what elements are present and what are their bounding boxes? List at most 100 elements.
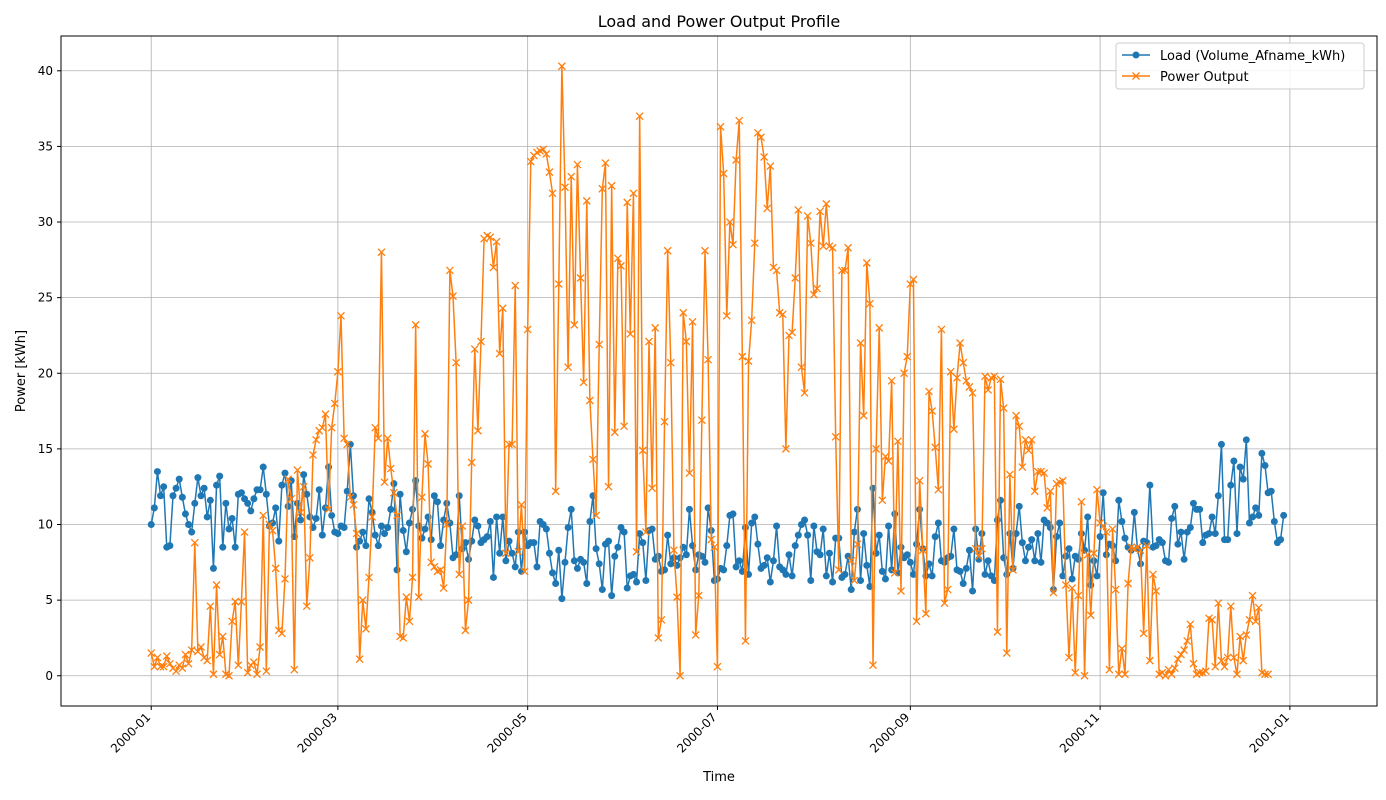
data-point bbox=[667, 560, 675, 568]
data-point bbox=[256, 643, 265, 651]
data-point bbox=[178, 493, 186, 501]
data-point bbox=[377, 522, 385, 530]
data-point bbox=[719, 169, 728, 178]
data-point bbox=[539, 145, 548, 154]
data-point bbox=[1171, 502, 1179, 510]
data-point bbox=[611, 552, 619, 560]
data-point bbox=[903, 551, 911, 559]
data-point bbox=[720, 566, 728, 574]
data-point bbox=[361, 624, 370, 633]
data-point bbox=[1195, 668, 1204, 677]
data-point bbox=[1233, 530, 1241, 538]
legend-item: Load (Volume_Afname_kWh) bbox=[1122, 49, 1345, 64]
data-point bbox=[511, 563, 519, 571]
data-point bbox=[682, 337, 691, 346]
data-point bbox=[408, 573, 417, 582]
data-point bbox=[187, 646, 196, 655]
data-point bbox=[424, 460, 433, 468]
data-point bbox=[1146, 481, 1154, 489]
data-point bbox=[856, 339, 865, 347]
data-point bbox=[869, 661, 877, 670]
data-point bbox=[567, 172, 576, 181]
data-point bbox=[781, 444, 790, 453]
data-point bbox=[1068, 575, 1076, 583]
data-point bbox=[150, 504, 158, 512]
data-point bbox=[841, 570, 849, 578]
data-point bbox=[984, 385, 993, 394]
data-point bbox=[1114, 670, 1123, 679]
data-point bbox=[284, 475, 293, 484]
data-point bbox=[262, 490, 270, 498]
y-tick-label: 0 bbox=[45, 669, 53, 683]
data-point bbox=[421, 525, 429, 533]
data-point bbox=[371, 423, 380, 432]
data-point bbox=[1251, 617, 1260, 626]
data-point bbox=[464, 596, 473, 605]
data-point bbox=[324, 505, 333, 514]
data-point bbox=[387, 505, 395, 513]
legend-item: Power Output bbox=[1122, 70, 1249, 85]
data-point bbox=[200, 484, 208, 492]
data-point bbox=[701, 246, 709, 255]
data-point bbox=[853, 540, 862, 549]
data-point bbox=[442, 520, 451, 529]
data-point bbox=[493, 513, 501, 521]
data-point bbox=[374, 434, 383, 443]
data-point bbox=[542, 150, 551, 158]
data-point bbox=[570, 320, 579, 329]
data-point bbox=[666, 358, 675, 367]
data-point bbox=[1168, 514, 1176, 522]
data-point bbox=[1226, 602, 1235, 611]
data-point bbox=[259, 463, 267, 471]
data-point bbox=[287, 494, 296, 503]
legend-marker bbox=[1132, 51, 1140, 59]
data-point bbox=[508, 549, 516, 557]
data-point bbox=[990, 372, 999, 381]
data-point bbox=[685, 469, 694, 478]
data-point bbox=[486, 233, 495, 242]
data-point bbox=[160, 483, 168, 491]
data-point bbox=[548, 189, 557, 198]
data-point bbox=[193, 647, 202, 656]
data-point bbox=[380, 478, 389, 487]
data-point bbox=[620, 528, 628, 536]
data-point bbox=[1087, 581, 1095, 589]
data-point bbox=[1093, 572, 1101, 580]
data-point bbox=[807, 576, 815, 584]
data-point bbox=[555, 546, 563, 554]
data-point bbox=[496, 549, 504, 557]
data-point bbox=[1258, 449, 1266, 457]
data-point bbox=[915, 476, 924, 485]
data-point bbox=[1170, 664, 1179, 673]
data-point bbox=[1217, 656, 1226, 665]
data-point bbox=[222, 499, 230, 507]
y-tick-label: 25 bbox=[38, 291, 53, 305]
data-point bbox=[343, 487, 351, 495]
data-point bbox=[897, 587, 905, 596]
data-point bbox=[520, 567, 529, 576]
data-point bbox=[203, 513, 211, 521]
data-point bbox=[445, 266, 454, 275]
data-point bbox=[859, 411, 868, 420]
y-tick-label: 40 bbox=[38, 64, 53, 78]
data-point bbox=[1037, 558, 1045, 566]
data-point bbox=[446, 519, 454, 527]
data-point bbox=[514, 547, 523, 556]
data-point bbox=[959, 579, 967, 587]
legend-box bbox=[1115, 42, 1365, 90]
data-point bbox=[1214, 599, 1223, 608]
data-point bbox=[654, 552, 662, 560]
data-point bbox=[648, 525, 656, 533]
data-point bbox=[1245, 615, 1254, 624]
data-point bbox=[218, 632, 227, 641]
data-point bbox=[822, 572, 830, 580]
data-point bbox=[791, 274, 800, 282]
data-point bbox=[1248, 591, 1257, 600]
data-point bbox=[701, 558, 709, 566]
data-point bbox=[704, 355, 713, 364]
data-point bbox=[561, 183, 569, 192]
data-point bbox=[997, 496, 1005, 504]
data-point bbox=[259, 511, 268, 520]
data-point bbox=[1224, 536, 1232, 544]
data-point bbox=[1180, 555, 1188, 563]
